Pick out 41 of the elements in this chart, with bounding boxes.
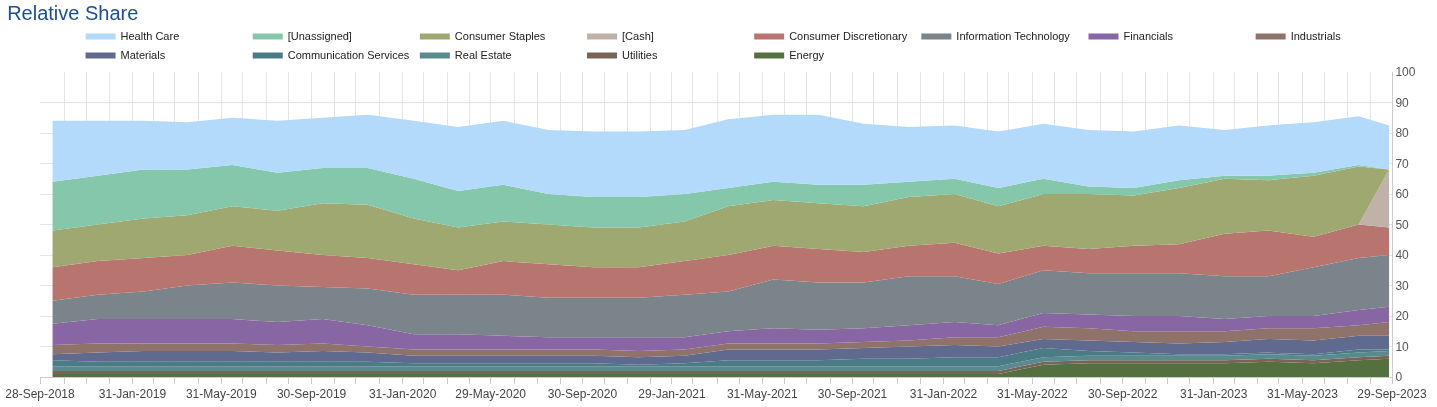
x-tick-label: 29-Sep-2023 — [1357, 387, 1428, 402]
legend-label: Consumer Discretionary — [789, 29, 908, 42]
legend-label: [Unassigned] — [287, 29, 352, 42]
x-tick-label: 31-May-2022 — [996, 387, 1069, 402]
legend-label: Consumer Staples — [454, 29, 546, 42]
y-tick-label: 10 — [1395, 339, 1410, 354]
chart-title: Relative Share — [7, 2, 139, 25]
x-tick-label: 31-Jan-2020 — [368, 387, 437, 402]
legend-label: Communication Services — [287, 48, 410, 61]
y-tick-label: 40 — [1395, 248, 1410, 263]
x-tick-label: 31-May-2019 — [185, 387, 257, 402]
legend-label: Materials — [120, 48, 166, 61]
y-tick-label: 60 — [1395, 187, 1410, 202]
y-tick-label: 50 — [1395, 217, 1410, 232]
y-tick-label: 30 — [1395, 278, 1410, 293]
legend-label: [Cash] — [622, 29, 654, 42]
legend-label: Real Estate — [454, 48, 512, 61]
legend-label: Utilities — [622, 48, 658, 61]
y-tick-label: 70 — [1395, 156, 1410, 171]
y-tick-label: 90 — [1395, 95, 1410, 110]
x-tick-label: 28-Sep-2018 — [5, 387, 76, 402]
x-tick-label: 31-May-2023 — [1267, 387, 1339, 402]
x-tick-label: 31-Jan-2022 — [909, 387, 978, 402]
legend-label: Information Technology — [956, 29, 1071, 42]
y-tick-label: 100 — [1395, 65, 1416, 80]
x-tick-label: 31-Jan-2019 — [98, 387, 167, 402]
y-tick-label: 20 — [1395, 309, 1410, 324]
y-tick-label: 0 — [1395, 370, 1403, 385]
y-tick-label: 80 — [1395, 126, 1410, 141]
legend-label: Health Care — [120, 29, 180, 42]
x-tick-label: 30-Sep-2022 — [1087, 387, 1158, 402]
legend-label: Energy — [789, 48, 825, 61]
legend-label: Industrials — [1290, 29, 1342, 42]
x-tick-label: 31-May-2021 — [726, 387, 798, 402]
x-tick-label: 31-Jan-2023 — [1179, 387, 1248, 402]
x-tick-label: 30-Sep-2019 — [276, 387, 347, 402]
x-tick-label: 30-Sep-2021 — [817, 387, 888, 402]
x-tick-label: 29-May-2020 — [455, 387, 527, 402]
x-tick-label: 30-Sep-2020 — [547, 387, 618, 402]
legend-label: Financials — [1123, 29, 1174, 42]
x-tick-label: 29-Jan-2021 — [638, 387, 706, 402]
